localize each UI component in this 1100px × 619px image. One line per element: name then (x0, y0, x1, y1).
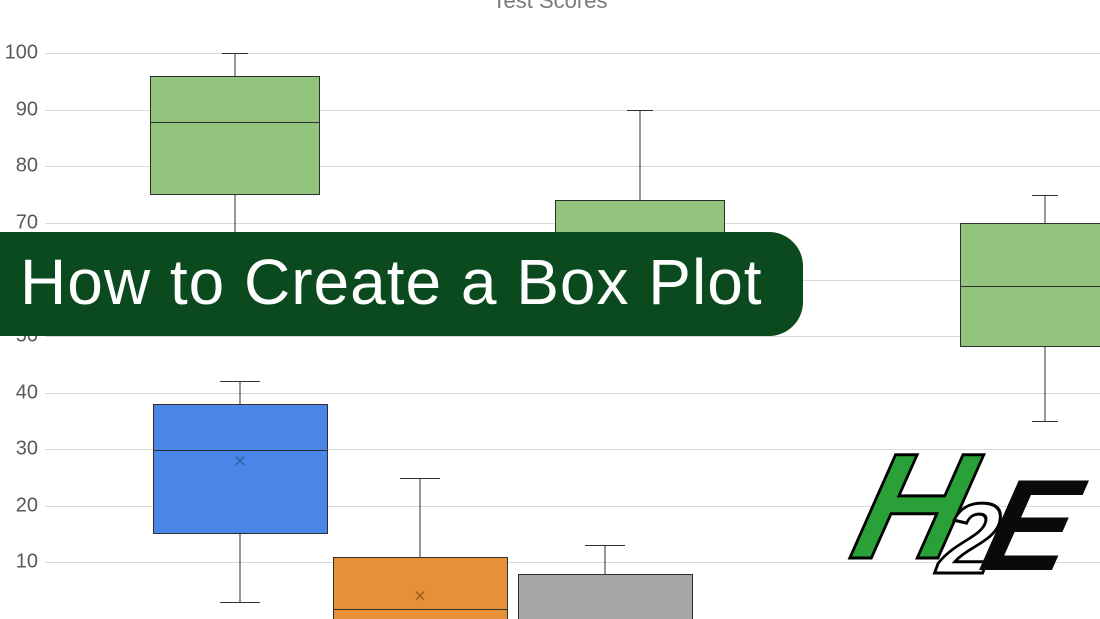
y-tick-label: 30 (0, 438, 38, 461)
h2e-logo: H 2 E (860, 420, 1100, 619)
whisker-lower (1045, 347, 1046, 421)
whisker-cap-upper (400, 478, 440, 479)
logo-e: E (969, 450, 1087, 600)
mean-marker: × (414, 586, 426, 609)
whisker-upper (240, 381, 241, 404)
y-tick-label: 90 (0, 98, 38, 121)
y-tick-label: 40 (0, 381, 38, 404)
median-line (961, 286, 1100, 287)
whisker-upper (1045, 195, 1046, 223)
box-body (960, 223, 1100, 347)
whisker-cap-upper (1032, 195, 1058, 196)
whisker-upper (605, 545, 606, 573)
box-body: × (153, 404, 328, 534)
mean-marker: × (234, 450, 246, 473)
stage: Test Scores 100908070605040302010 ×× How… (0, 0, 1100, 619)
box-body (518, 574, 693, 619)
chart-title: Test Scores (0, 0, 1100, 14)
whisker-cap-lower (220, 602, 260, 603)
whisker-upper (420, 478, 421, 557)
box-body: × (333, 557, 508, 619)
overlay-banner: How to Create a Box Plot (0, 232, 803, 336)
whisker-cap-upper (220, 381, 260, 382)
y-tick-label: 10 (0, 551, 38, 574)
y-tick-label: 20 (0, 494, 38, 517)
whisker-cap-upper (585, 545, 625, 546)
y-tick-label: 100 (0, 42, 38, 65)
whisker-lower (240, 534, 241, 602)
y-tick-label: 80 (0, 155, 38, 178)
